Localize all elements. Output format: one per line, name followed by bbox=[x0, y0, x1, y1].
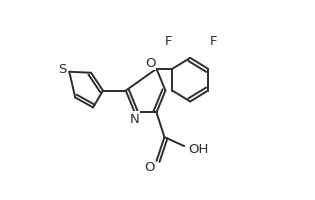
Text: F: F bbox=[209, 34, 217, 47]
Text: O: O bbox=[144, 161, 155, 174]
Text: OH: OH bbox=[188, 142, 209, 155]
Text: N: N bbox=[130, 112, 140, 125]
Text: O: O bbox=[145, 57, 156, 70]
Text: S: S bbox=[59, 63, 67, 76]
Text: F: F bbox=[165, 34, 173, 47]
